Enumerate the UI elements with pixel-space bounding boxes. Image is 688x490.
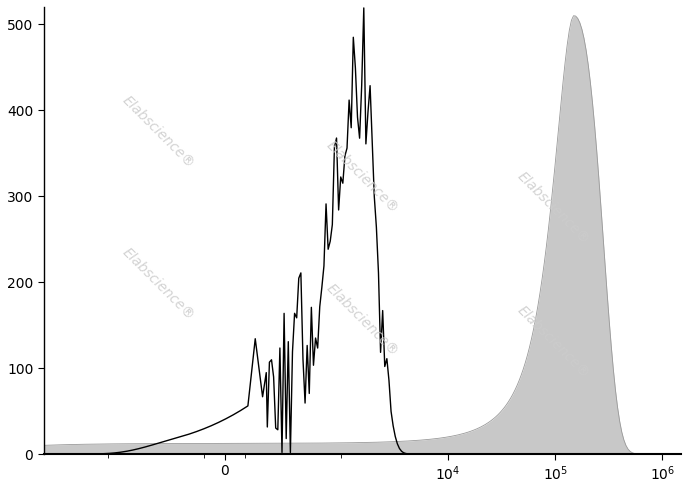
Text: Elabscience®: Elabscience® bbox=[515, 303, 592, 381]
Text: Elabscience®: Elabscience® bbox=[323, 281, 401, 359]
Text: Elabscience®: Elabscience® bbox=[515, 169, 592, 247]
Text: Elabscience®: Elabscience® bbox=[323, 138, 401, 216]
Text: Elabscience®: Elabscience® bbox=[120, 245, 197, 323]
Text: Elabscience®: Elabscience® bbox=[120, 93, 197, 171]
